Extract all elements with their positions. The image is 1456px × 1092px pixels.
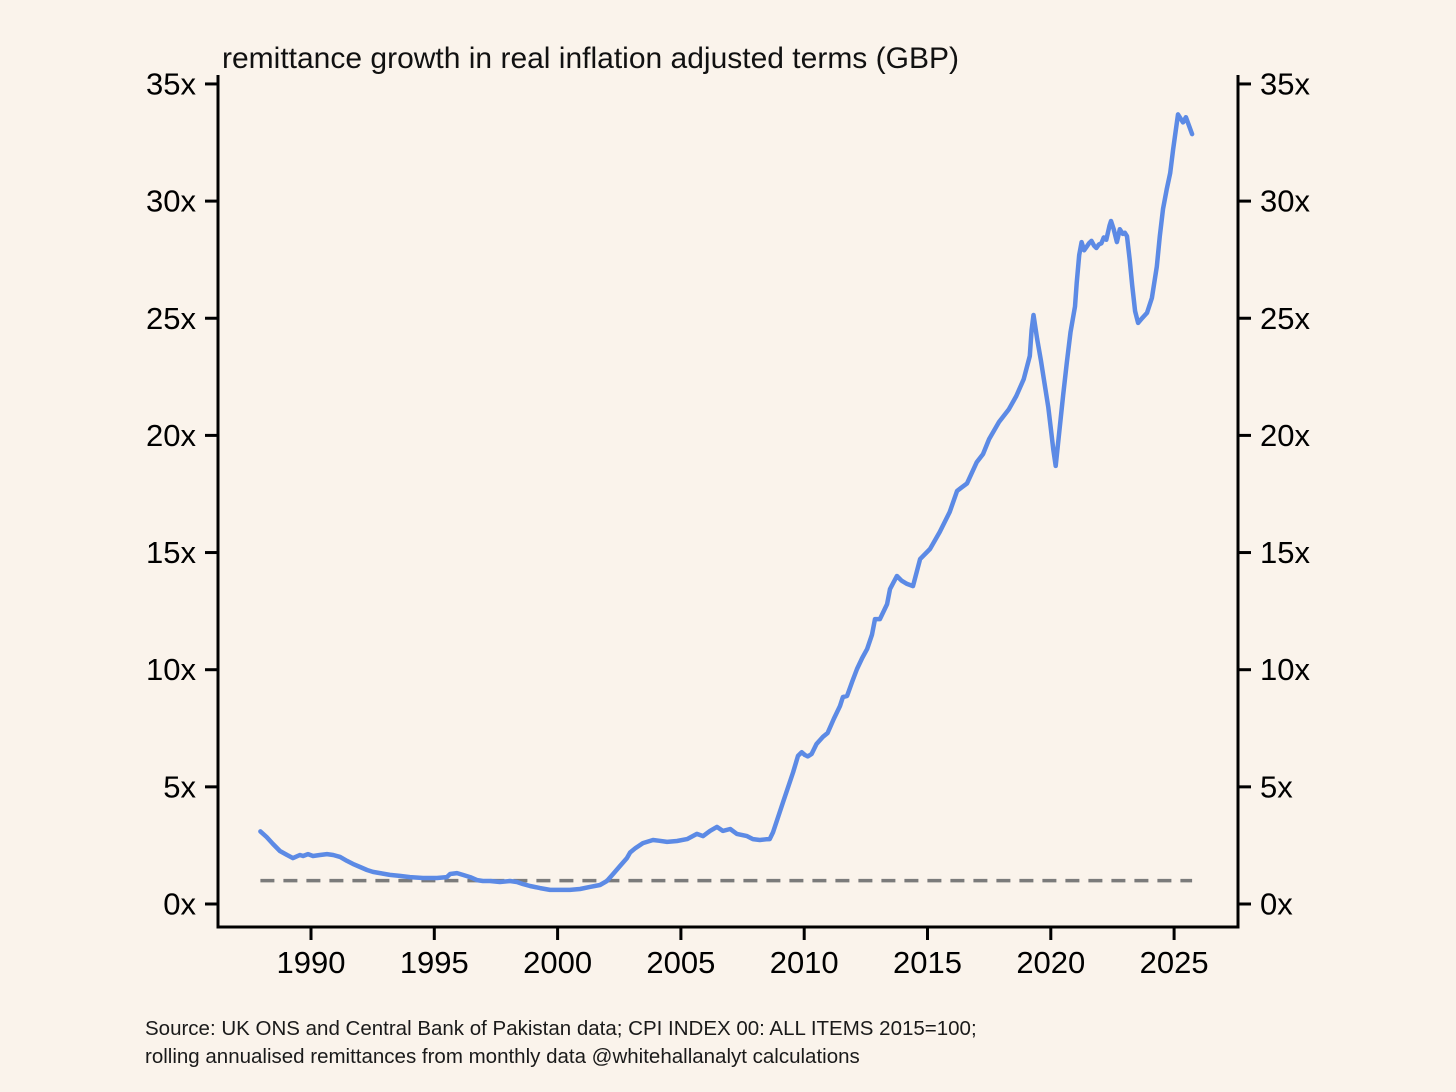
x-axis-label-2005: 2005 xyxy=(646,945,715,980)
x-axis-label-1990: 1990 xyxy=(277,945,346,980)
y-axis-label-right-0x: 0x xyxy=(1260,887,1293,922)
y-axis-label-right-30x: 30x xyxy=(1260,184,1310,219)
y-axis-label-left-10x: 10x xyxy=(146,652,196,687)
y-axis-label-right-25x: 25x xyxy=(1260,301,1310,336)
x-axis-label-2025: 2025 xyxy=(1140,945,1209,980)
chart-title: remittance growth in real inflation adju… xyxy=(222,42,959,75)
y-axis-label-left-15x: 15x xyxy=(146,535,196,570)
x-axis-label-2020: 2020 xyxy=(1016,945,1085,980)
x-axis-label-2000: 2000 xyxy=(523,945,592,980)
y-axis-label-right-20x: 20x xyxy=(1260,418,1310,453)
y-axis-label-right-5x: 5x xyxy=(1260,769,1293,804)
x-axis-label-2010: 2010 xyxy=(770,945,839,980)
y-axis-label-left-25x: 25x xyxy=(146,301,196,336)
source-note: Source: UK ONS and Central Bank of Pakis… xyxy=(145,1015,977,1071)
x-axis-label-1995: 1995 xyxy=(400,945,469,980)
y-axis-label-left-30x: 30x xyxy=(146,184,196,219)
remittance-growth-line xyxy=(258,112,1195,893)
y-axis-label-left-5x: 5x xyxy=(163,769,196,804)
y-axis-label-left-0x: 0x xyxy=(163,887,196,922)
y-axis-label-right-10x: 10x xyxy=(1260,652,1310,687)
source-note-line1: Source: UK ONS and Central Bank of Pakis… xyxy=(145,1017,977,1040)
y-axis-label-right-15x: 15x xyxy=(1260,535,1310,570)
x-axis-label-2015: 2015 xyxy=(893,945,962,980)
y-axis-label-right-35x: 35x xyxy=(1260,66,1310,101)
source-note-line2: rolling annualised remittances from mont… xyxy=(145,1045,860,1068)
y-axis-label-left-35x: 35x xyxy=(146,66,196,101)
y-axis-label-left-20x: 20x xyxy=(146,418,196,453)
